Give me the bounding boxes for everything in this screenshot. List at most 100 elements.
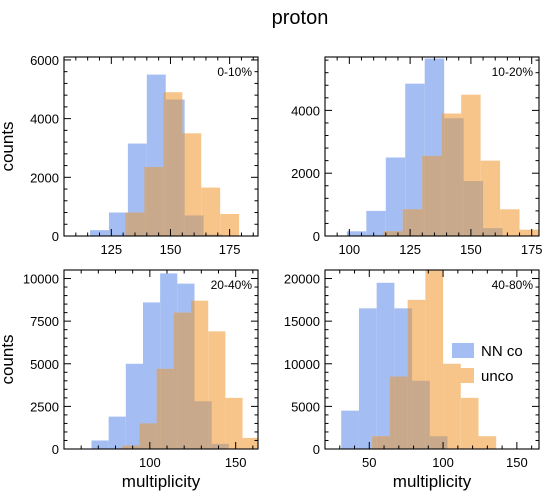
- bar-overlap-2: [385, 231, 403, 236]
- bar-unco-6: [220, 213, 240, 236]
- x-tick-label: 125: [399, 242, 421, 257]
- y-tick-label: 2000: [291, 166, 320, 181]
- centrality-annotation: 20-40%: [211, 278, 253, 292]
- bar-overlap-7: [425, 380, 430, 449]
- x-tick-label: 50: [362, 455, 376, 470]
- legend-swatch: [452, 343, 474, 358]
- bar-overlap-3: [144, 167, 147, 236]
- bar-nn-co-2: [366, 210, 386, 236]
- y-tick-label: 0: [313, 442, 320, 457]
- bar-nn-co-4: [405, 83, 425, 236]
- x-axis-label: multiplicity: [393, 472, 472, 491]
- x-tick-label: 175: [521, 242, 543, 257]
- y-tick-label: 10000: [284, 357, 320, 372]
- bar-overlap-5: [163, 92, 166, 236]
- plot-frame: [324, 269, 540, 450]
- bar-unco-6: [460, 397, 479, 449]
- bar-overlap-8: [184, 215, 202, 236]
- bar-overlap-5: [407, 308, 413, 449]
- bar-unco-7: [478, 436, 497, 449]
- bar-overlap-1: [383, 231, 386, 236]
- x-tick-label: 150: [506, 455, 528, 470]
- bar-nn-co-2: [108, 212, 128, 236]
- centrality-annotation: 40-80%: [492, 278, 534, 292]
- y-tick-label: 5000: [30, 357, 59, 372]
- bar-overlap-6: [165, 99, 183, 236]
- bar-unco-5: [443, 363, 461, 449]
- bar-overlap-6: [424, 155, 442, 236]
- bar-overlap-7: [182, 133, 185, 236]
- centrality-annotation: 0-10%: [217, 65, 252, 79]
- x-tick-label: 150: [460, 242, 482, 257]
- y-tick-label: 15000: [284, 314, 320, 329]
- panel-2: 100 125 150 175 0 2000 4000 10-20%: [291, 56, 543, 257]
- bar-overlap-10: [463, 181, 481, 236]
- y-tick-label: 0: [52, 442, 59, 457]
- y-tick-label: 20000: [284, 272, 320, 287]
- bar-overlap-6: [412, 380, 426, 449]
- y-tick-label: 4000: [30, 112, 59, 127]
- bar-overlap-11: [220, 234, 223, 236]
- panel-4: 50 100 150 0 5000 10000 15000 20000 40-80% multip…: [284, 269, 540, 491]
- legend-label: NN co: [481, 343, 523, 360]
- bar-nn-co-2: [108, 416, 126, 449]
- centrality-annotation: 10-20%: [492, 65, 534, 79]
- bar-unco-7: [225, 397, 243, 449]
- y-tick-label: 0: [52, 229, 59, 244]
- y-tick-label: 2000: [30, 170, 59, 185]
- bar-nn-co-1: [346, 231, 367, 236]
- panel-3: 100 150 0 2500 5000 7500 10000 20-40% multiplici…: [0, 269, 259, 491]
- bar-nn-co-3: [385, 157, 406, 236]
- x-tick-label: 150: [225, 455, 247, 470]
- y-axis-label: counts: [0, 121, 17, 171]
- bar-overlap-4: [405, 209, 423, 236]
- legend-swatch: [452, 368, 474, 383]
- bar-overlap-8: [429, 436, 444, 449]
- bar-overlap-4: [142, 423, 157, 449]
- bar-unco-7: [500, 209, 520, 236]
- bar-unco-8: [242, 437, 258, 449]
- bar-overlap-2: [127, 212, 145, 236]
- x-tick-label: 125: [100, 242, 122, 257]
- bar-overlap-13: [225, 443, 229, 449]
- legend: NN co unco: [452, 343, 523, 385]
- y-tick-label: 0: [313, 229, 320, 244]
- bar-overlap-5: [156, 368, 161, 449]
- bar-overlap-10: [203, 234, 221, 236]
- bar-unco-4: [182, 133, 202, 236]
- bar-overlap-7: [441, 113, 445, 236]
- bar-overlap-1: [372, 436, 377, 449]
- bars-group: [91, 273, 258, 449]
- bar-overlap-12: [483, 228, 501, 236]
- x-tick-label: 175: [219, 242, 241, 257]
- bar-nn-co-3: [125, 363, 143, 449]
- figure-title: proton: [272, 7, 329, 29]
- bar-unco-6: [208, 331, 226, 449]
- panel-1: 125 150 175 0 2000 4000 6000 0-10% counts: [0, 53, 259, 257]
- bar-overlap-3: [139, 423, 143, 449]
- bar-overlap-8: [177, 312, 192, 449]
- x-axis-label: multiplicity: [122, 472, 201, 491]
- bar-nn-co-2: [358, 308, 377, 449]
- bar-overlap-9: [191, 300, 195, 449]
- bar-nn-co-1: [91, 440, 109, 449]
- plot-frame: [63, 269, 259, 450]
- x-tick-label: 100: [432, 455, 454, 470]
- bar-overlap-10: [194, 401, 209, 449]
- x-tick-label: 100: [139, 455, 161, 470]
- bar-overlap-3: [389, 376, 395, 449]
- y-tick-label: 6000: [30, 53, 59, 68]
- y-tick-label: 10000: [23, 272, 59, 287]
- bar-overlap-4: [394, 376, 408, 449]
- bar-overlap-13: [500, 228, 503, 236]
- plot-frame: [63, 56, 259, 237]
- bar-overlap-11: [480, 181, 484, 236]
- bar-unco-5: [201, 187, 221, 236]
- bar-overlap-2: [376, 436, 390, 449]
- y-tick-label: 7500: [30, 314, 59, 329]
- x-tick-label: 100: [338, 242, 360, 257]
- bar-overlap-1: [125, 212, 128, 236]
- bar-overlap-1: [122, 445, 126, 449]
- bar-overlap-9: [461, 118, 464, 236]
